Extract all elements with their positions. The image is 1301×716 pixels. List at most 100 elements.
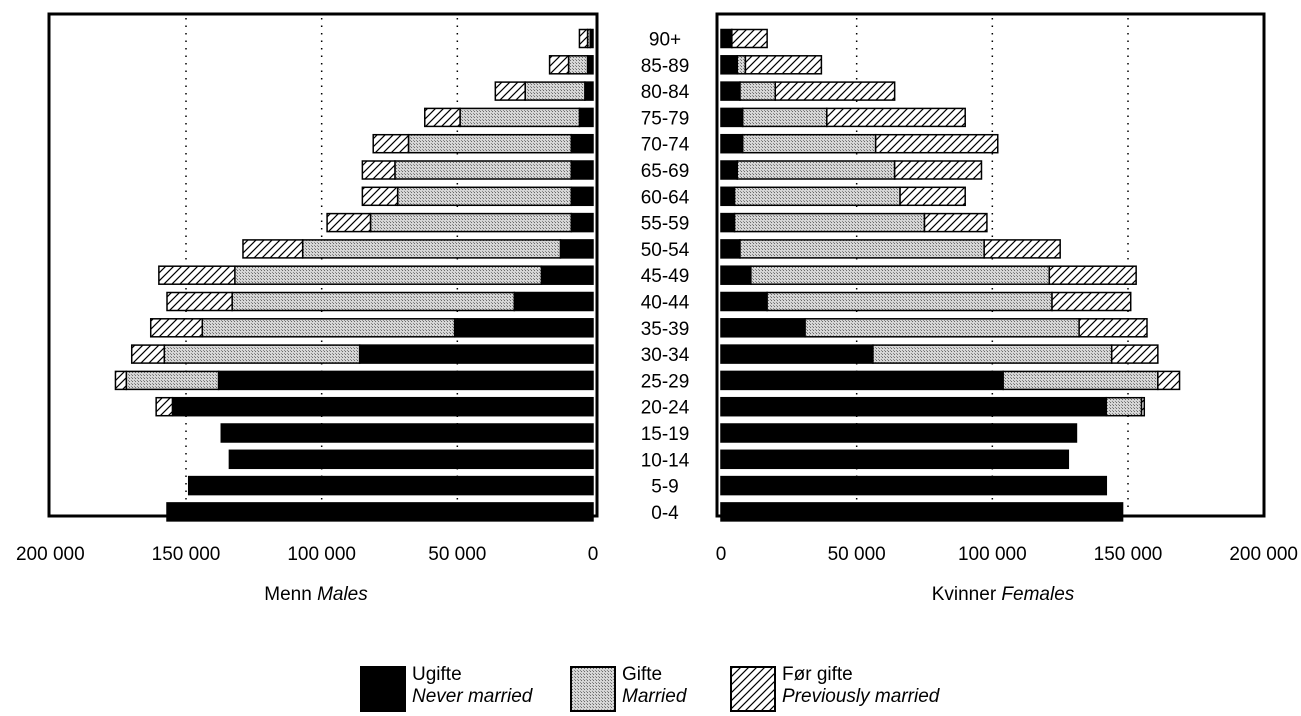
females-bar-55-59-for-gifte — [923, 212, 988, 233]
males-bar-25-29-gifte — [125, 370, 220, 391]
males-bar-35-39-ugifte — [453, 318, 594, 338]
males-bar-55-59-ugifte — [570, 212, 594, 233]
females-bar-80-84-for-gifte — [774, 81, 896, 101]
legend-swatch-previously-married — [730, 666, 776, 712]
males-bar-35-39-for-gifte — [149, 318, 204, 338]
females-bar-40-44-gifte — [766, 291, 1053, 312]
males-bar-80-84-ugifte — [584, 81, 594, 101]
females-bar-35-39-for-gifte — [1078, 318, 1148, 338]
females-panel: 0 50 000 100 000 150 000 200 000 Kvinner Fema… — [715, 12, 1298, 605]
females-bar-90--ugifte — [720, 28, 733, 49]
males-bar-60-64-gifte — [396, 186, 573, 207]
females-bar-45-49-for-gifte — [1048, 265, 1137, 285]
females-tick-label: 0 — [716, 544, 727, 565]
males-bar-60-64-for-gifte — [361, 186, 399, 207]
age-label-30-34: 30-34 — [641, 345, 690, 366]
females-bar-80-84-ugifte — [720, 81, 741, 101]
males-bar-25-29-for-gifte — [114, 370, 128, 391]
females-bar-40-44-for-gifte — [1051, 291, 1132, 312]
legend-swatch-never-married — [360, 666, 406, 712]
males-bar-45-49-gifte — [234, 265, 543, 285]
legend-swatch-married — [570, 666, 616, 712]
females-bar-65-69-for-gifte — [893, 160, 983, 180]
legend: Ugifte Never married Gifte Married Før g… — [0, 662, 1301, 716]
males-bar-70-74-ugifte — [570, 133, 594, 154]
males-tick-label: 0 — [588, 544, 599, 565]
females-bar-45-49-ugifte — [720, 265, 752, 285]
females-bar-70-74-gifte — [741, 133, 877, 154]
females-bar-45-49-gifte — [750, 265, 1051, 285]
females-bar-50-54-for-gifte — [983, 239, 1061, 259]
males-bar-65-69-for-gifte — [361, 160, 396, 180]
males-bar-30-34-ugifte — [358, 344, 594, 364]
males-bar-30-34-for-gifte — [130, 344, 166, 364]
age-label-15-19: 15-19 — [641, 424, 690, 445]
legend-label-previously-married: Før gifte — [782, 664, 853, 685]
females-bar-50-54-gifte — [739, 239, 985, 259]
age-label-90-: 90+ — [649, 30, 681, 51]
males-bar-55-59-gifte — [369, 212, 573, 233]
females-bar-60-64-ugifte — [720, 186, 736, 207]
females-bar-20-24-gifte — [1105, 396, 1143, 417]
males-tick-label: 100 000 — [287, 544, 356, 565]
females-bar-60-64-for-gifte — [899, 186, 966, 207]
males-bar-75-79-for-gifte — [424, 107, 461, 128]
females-bar-30-34-ugifte — [720, 344, 874, 364]
females-axis-label-no: Kvinner — [932, 584, 1002, 605]
age-group-labels: 90+ 85-89 80-84 75-79 70-74 65-69 60-64 55-59 50… — [641, 30, 690, 524]
females-tick-label: 200 000 — [1229, 544, 1298, 565]
females-bar-25-29-for-gifte — [1157, 370, 1181, 391]
females-bar-20-24-for-gifte — [1140, 396, 1146, 417]
females-bar-85-89-for-gifte — [744, 55, 823, 75]
age-label-45-49: 45-49 — [641, 266, 690, 287]
legend-label-never-married: Ugifte — [412, 664, 462, 685]
males-bar-35-39-gifte — [201, 318, 456, 338]
females-bar-75-79-ugifte — [720, 107, 744, 128]
legend-label-previously-married-en: Previously married — [782, 686, 940, 707]
age-label-20-24: 20-24 — [641, 398, 690, 419]
males-bar-20-24-for-gifte — [155, 396, 174, 417]
males-bar-55-59-for-gifte — [326, 212, 372, 233]
females-bar-75-79-gifte — [741, 107, 828, 128]
males-bar-85-89-ugifte — [586, 55, 594, 75]
age-label-50-54: 50-54 — [641, 240, 690, 261]
females-bar-55-59-ugifte — [720, 212, 736, 233]
males-bar-80-84-gifte — [524, 81, 586, 101]
age-label-5-9: 5-9 — [651, 477, 678, 498]
females-bar-70-74-for-gifte — [874, 133, 999, 154]
age-label-55-59: 55-59 — [641, 214, 690, 235]
legend-label-married: Gifte — [622, 664, 663, 685]
males-axis-label-en: Males — [317, 584, 368, 605]
females-bar-55-59-gifte — [733, 212, 926, 233]
males-tick-label: 150 000 — [152, 544, 221, 565]
males-bar-90--for-gifte — [578, 28, 589, 49]
males-bar-85-89-gifte — [567, 55, 589, 75]
males-bar-70-74-gifte — [407, 133, 573, 154]
age-label-40-44: 40-44 — [641, 293, 690, 314]
males-bar-60-64-ugifte — [570, 186, 594, 207]
males-bar-5-9-ugifte — [187, 475, 594, 496]
females-bar-20-24-ugifte — [720, 396, 1108, 417]
males-tick-label: 50 000 — [428, 544, 486, 565]
females-axis-label-en: Females — [1001, 584, 1074, 605]
males-bar-10-14-ugifte — [228, 449, 594, 470]
age-label-65-69: 65-69 — [641, 161, 690, 182]
males-bar-50-54-for-gifte — [242, 239, 304, 259]
legend-label-never-married-en: Never married — [412, 686, 533, 707]
females-bar-40-44-ugifte — [720, 291, 768, 312]
males-bar-30-34-gifte — [163, 344, 361, 364]
males-axis-label-no: Menn — [264, 584, 317, 605]
males-bar-75-79-ugifte — [578, 107, 594, 128]
males-panel: 200 000 150 000 100 000 50 000 0 Menn Males — [16, 12, 599, 605]
males-bar-40-44-for-gifte — [166, 291, 233, 312]
males-bar-85-89-for-gifte — [548, 55, 570, 75]
males-bar-65-69-ugifte — [570, 160, 594, 180]
females-axis-label: Kvinner Females — [932, 584, 1075, 605]
females-bar-75-79-for-gifte — [826, 107, 966, 128]
females-bar-30-34-for-gifte — [1110, 344, 1159, 364]
females-bar-90--for-gifte — [731, 28, 768, 49]
females-bar-25-29-ugifte — [720, 370, 1004, 391]
age-label-70-74: 70-74 — [641, 135, 690, 156]
age-label-60-64: 60-64 — [641, 187, 690, 208]
males-bar-25-29-ugifte — [217, 370, 594, 391]
